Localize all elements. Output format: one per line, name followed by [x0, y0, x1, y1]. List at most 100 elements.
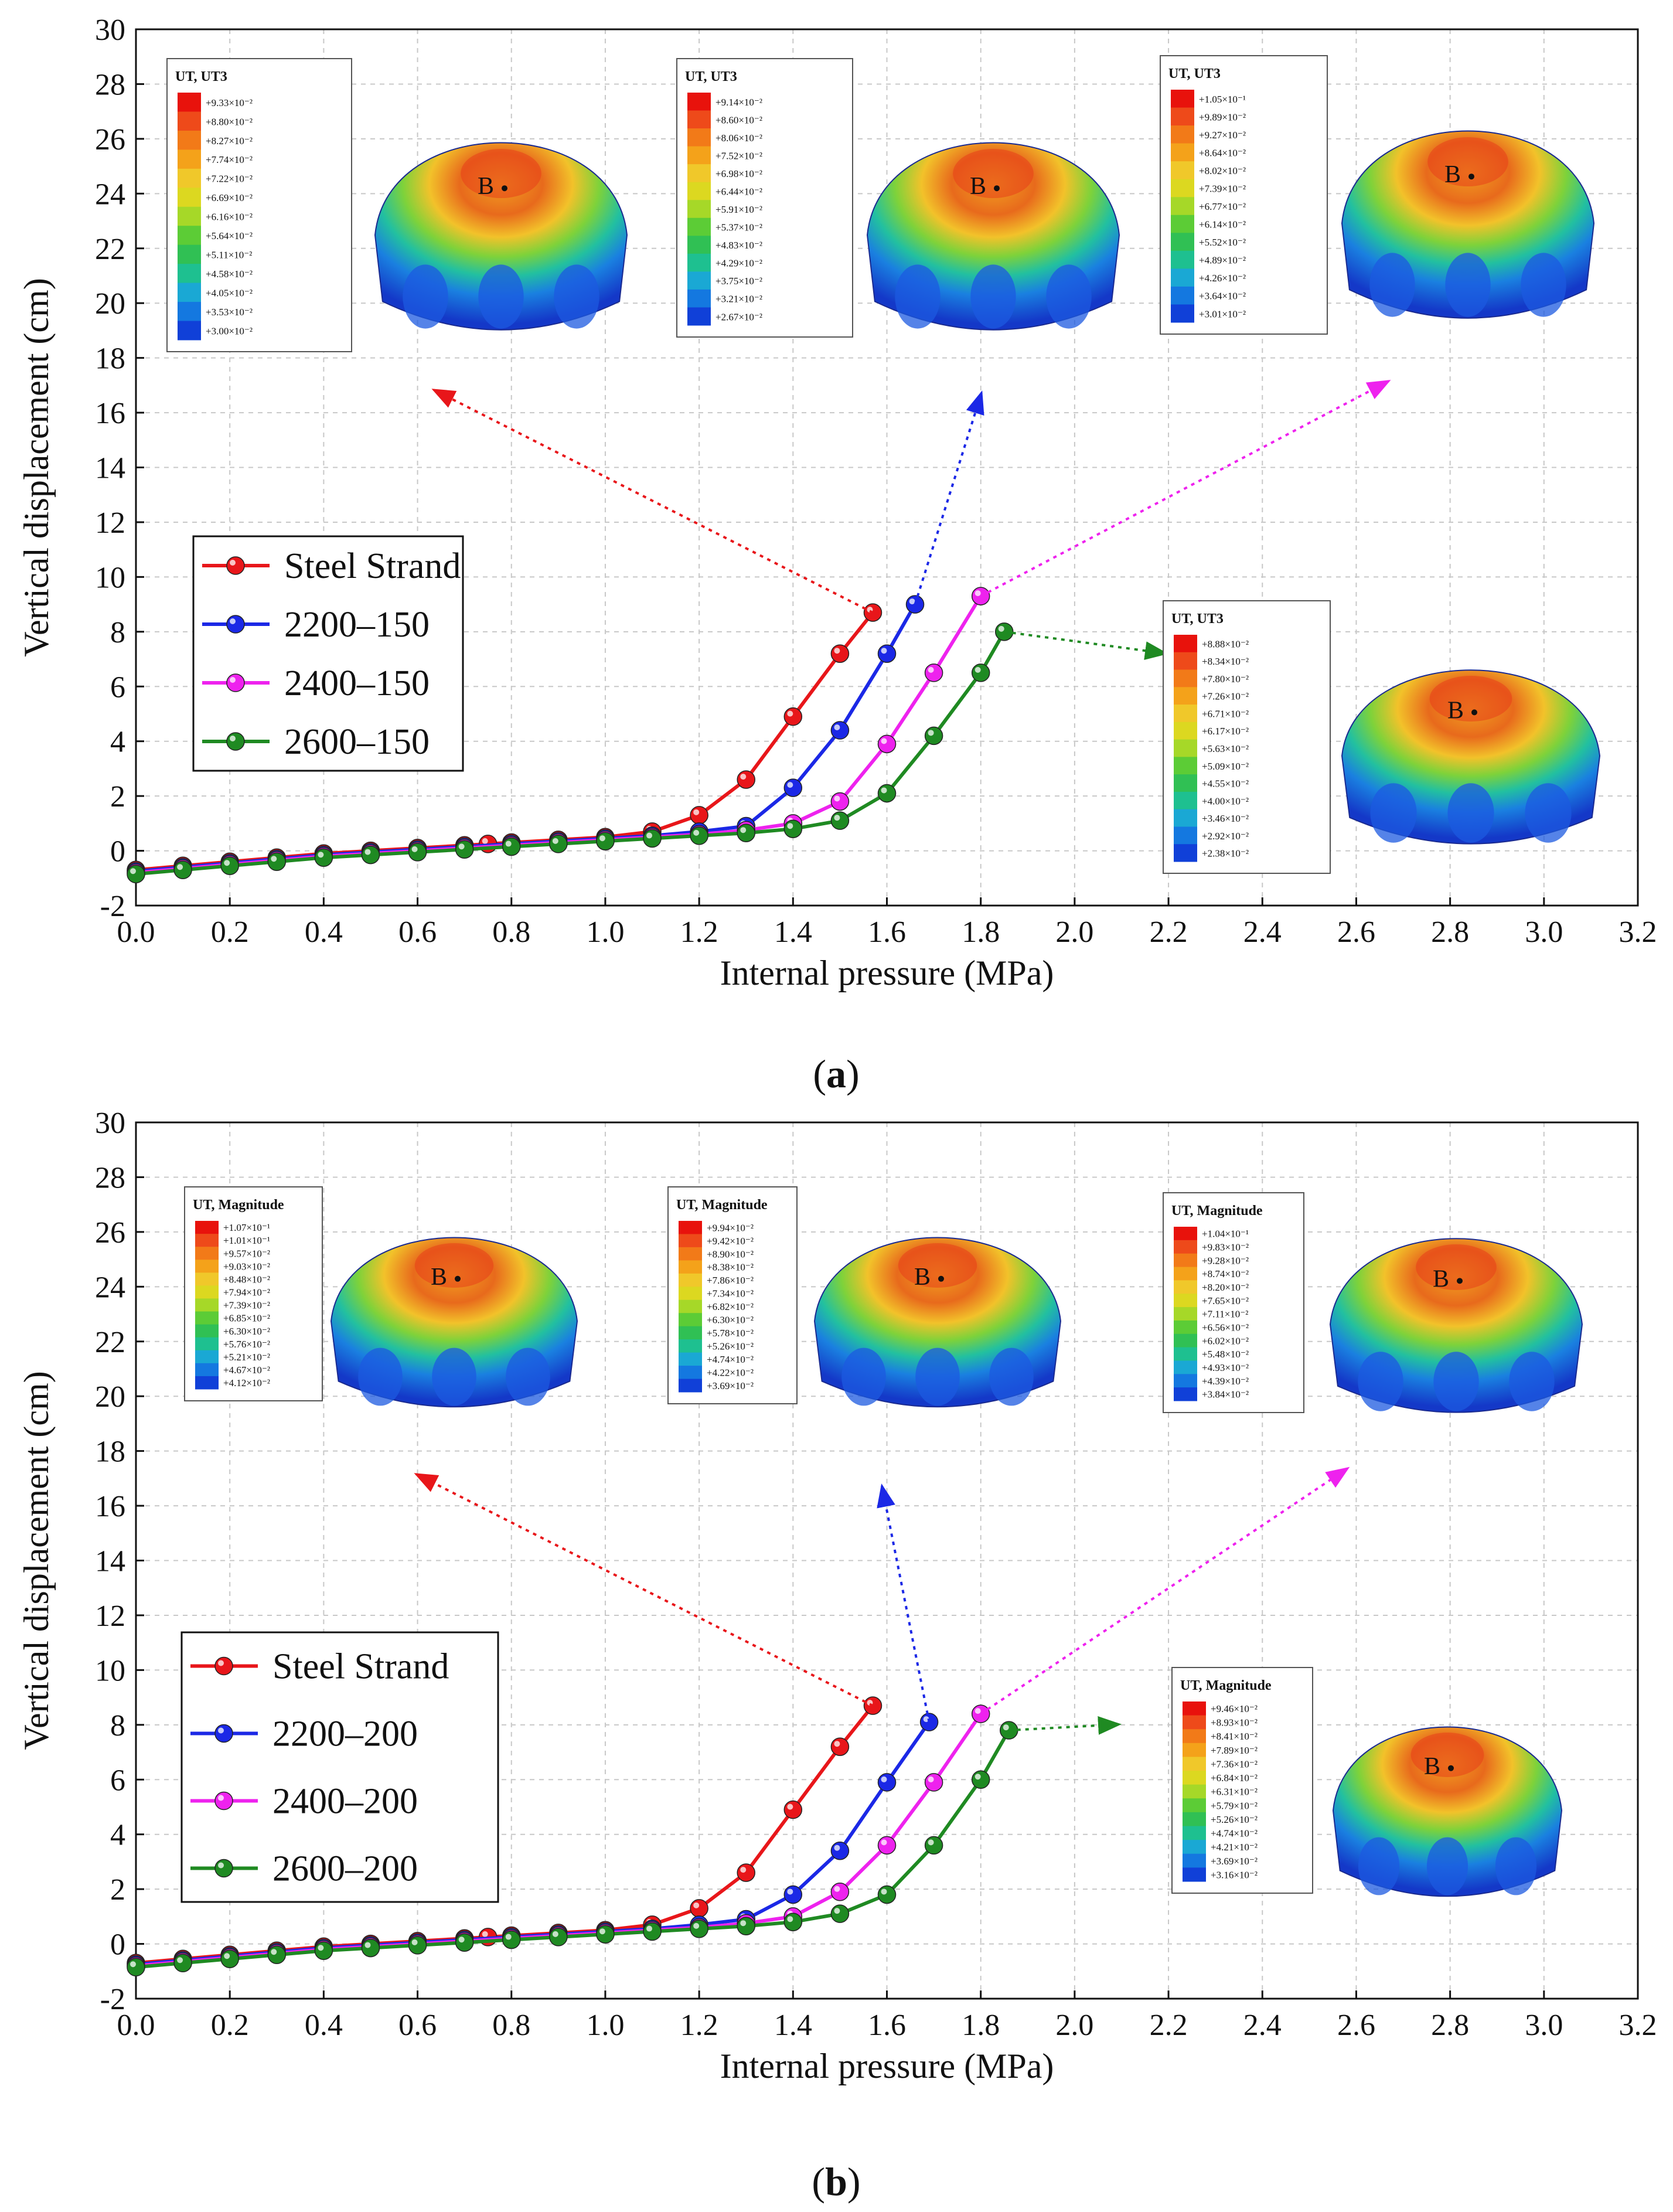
colorbar-value: +4.83×10⁻² — [715, 240, 762, 251]
data-point-highlight — [740, 827, 747, 833]
dome-lobe — [478, 264, 524, 329]
colorbar-value: +3.69×10⁻² — [1211, 1856, 1258, 1867]
colorbar-value: +6.16×10⁻² — [206, 212, 253, 223]
colorbar-value: +5.76×10⁻² — [223, 1339, 270, 1350]
data-point-highlight — [834, 1886, 840, 1892]
data-point-highlight — [787, 1888, 793, 1895]
colorbar-value: +9.28×10⁻² — [1202, 1255, 1249, 1266]
y-tick-label: 8 — [110, 616, 125, 649]
data-point — [783, 1885, 803, 1904]
colorbar-value: +7.80×10⁻² — [1202, 673, 1249, 685]
legend-marker-highlight — [230, 618, 236, 624]
colorbar-swatch — [679, 1326, 702, 1340]
colorbar-value: +4.93×10⁻² — [1202, 1362, 1249, 1373]
colorbar-swatch — [1174, 722, 1197, 740]
y-tick-label: 30 — [95, 1107, 125, 1140]
colorbar-value: +7.36×10⁻² — [1211, 1758, 1258, 1769]
colorbar-value: +8.90×10⁻² — [707, 1248, 754, 1260]
data-point — [737, 1917, 755, 1935]
colorbar-swatch — [1183, 1812, 1206, 1827]
data-point-highlight — [130, 868, 136, 874]
colorbar-swatch — [1183, 1784, 1206, 1799]
colorbar-value: +8.88×10⁻² — [1202, 638, 1249, 649]
data-point-highlight — [318, 852, 324, 858]
colorbar-value: +5.63×10⁻² — [1202, 743, 1249, 754]
data-point — [408, 843, 427, 862]
point-b-label: B — [970, 173, 986, 200]
dome-lobe — [1358, 1837, 1400, 1895]
colorbar-swatch — [1183, 1867, 1206, 1882]
colorbar-swatch — [1171, 250, 1194, 269]
legend-marker — [214, 1859, 233, 1878]
data-point-highlight — [881, 738, 887, 744]
colorbar-swatch — [178, 149, 201, 169]
colorbar-value: +6.17×10⁻² — [1202, 726, 1249, 737]
y-tick-label: 14 — [95, 1545, 125, 1578]
colorbar-swatch — [1174, 1280, 1197, 1294]
colorbar-value: +5.21×10⁻² — [223, 1352, 270, 1363]
colorbar-swatch — [195, 1376, 219, 1390]
colorbar-swatch — [1174, 739, 1197, 757]
colorbar-value: +6.31×10⁻² — [1211, 1786, 1258, 1798]
colorbar-swatch — [679, 1273, 702, 1287]
y-tick-label: 30 — [95, 13, 125, 47]
y-tick-label: 18 — [95, 1435, 125, 1469]
y-tick-label: 26 — [95, 1216, 125, 1250]
x-tick-label: 3.0 — [1525, 2009, 1563, 2042]
colorbar-value: +7.52×10⁻² — [715, 150, 762, 161]
colorbar-value: +7.89×10⁻² — [1211, 1745, 1258, 1756]
colorbar-swatch — [1174, 635, 1197, 653]
colorbar-swatch — [1174, 809, 1197, 827]
colorbar-value: +4.21×10⁻² — [1211, 1842, 1258, 1853]
legend: Steel Strand 2200–200 2400–200 2600–200 — [180, 1631, 499, 1903]
data-point-highlight — [1003, 1724, 1009, 1731]
x-tick-label: 1.8 — [962, 916, 1000, 949]
colorbar-swatch — [178, 244, 201, 264]
colorbar-value: +3.75×10⁻² — [715, 275, 762, 287]
colorbar-value: +4.55×10⁻² — [1202, 778, 1249, 789]
colorbar-swatch — [1174, 1360, 1197, 1374]
data-point-highlight — [998, 625, 1004, 632]
colorbar-swatch — [1171, 143, 1194, 162]
dome-lobe — [506, 1347, 550, 1406]
colorbar-title: UT, Magnitude — [1171, 1203, 1263, 1219]
colorbar-swatch — [1174, 705, 1197, 723]
dome-crown — [1416, 1244, 1497, 1290]
colorbar-value: +5.79×10⁻² — [1211, 1800, 1258, 1811]
x-tick-label: 0.4 — [305, 916, 343, 949]
data-point — [830, 1883, 850, 1901]
colorbar-value: +4.12×10⁻² — [223, 1377, 270, 1389]
colorbar-value: +3.53×10⁻² — [206, 307, 253, 318]
data-point — [877, 644, 897, 663]
colorbar-value: +8.74×10⁻² — [1202, 1268, 1249, 1279]
colorbar-value: +6.02×10⁻² — [1202, 1335, 1249, 1346]
dome-lobe — [1046, 264, 1092, 329]
data-point — [830, 1904, 850, 1923]
x-tick-label: 0.8 — [492, 2009, 530, 2042]
colorbar-value: +3.01×10⁻² — [1199, 308, 1246, 319]
legend-marker-highlight — [230, 677, 236, 683]
colorbar-swatch — [679, 1352, 702, 1366]
legend-marker — [214, 1656, 233, 1676]
colorbar-value: +1.07×10⁻¹ — [223, 1222, 270, 1233]
colorbar-value: +5.52×10⁻² — [1199, 237, 1246, 248]
colorbar-swatch — [679, 1260, 702, 1274]
colorbar-swatch — [195, 1272, 219, 1286]
colorbar-value: +9.42×10⁻² — [707, 1236, 754, 1247]
colorbar-swatch — [1183, 1757, 1206, 1771]
y-tick-label: -2 — [100, 1983, 125, 2016]
colorbar-value: +7.94×10⁻² — [223, 1287, 270, 1298]
colorbar-swatch — [1171, 107, 1194, 126]
contour-inset-0: UT, Magnitude +1.07×10⁻¹ +1.01×10⁻¹ +9.57×1… — [184, 1186, 578, 1408]
colorbar-value: +8.41×10⁻² — [1211, 1731, 1258, 1742]
colorbar-swatch — [687, 182, 711, 200]
colorbar-value: +3.16×10⁻² — [1211, 1869, 1258, 1880]
colorbar-swatch — [679, 1339, 702, 1353]
colorbar-swatch — [1171, 304, 1194, 323]
legend-marker — [226, 556, 245, 575]
pointer-arrow — [980, 380, 1391, 597]
data-point-highlight — [646, 832, 653, 839]
dome-crown — [1427, 137, 1508, 186]
y-tick-label: 0 — [110, 1928, 125, 1962]
colorbar-value: +8.34×10⁻² — [1202, 656, 1249, 667]
